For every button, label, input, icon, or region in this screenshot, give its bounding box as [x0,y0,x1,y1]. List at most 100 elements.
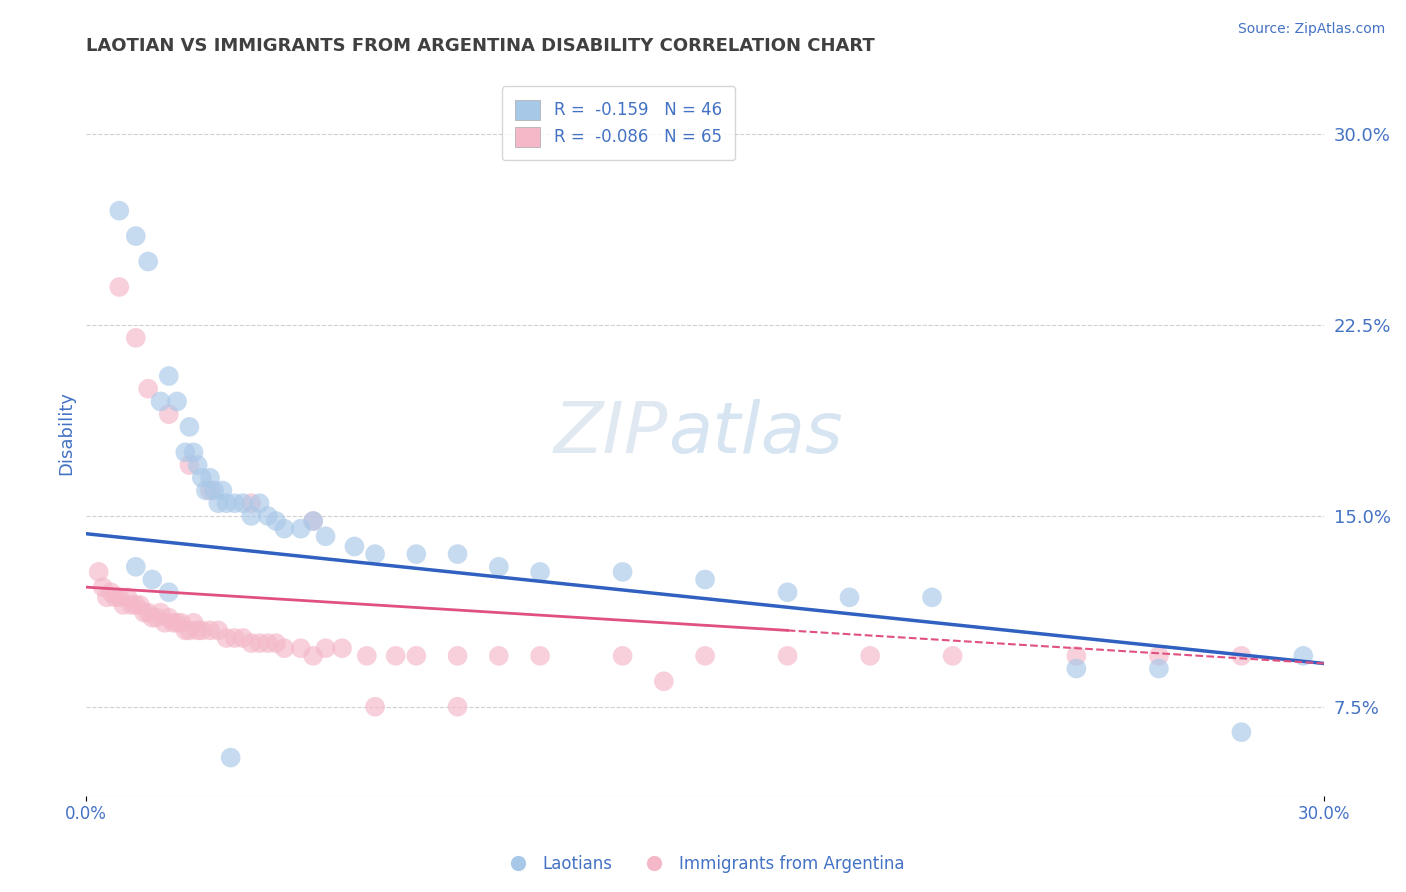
Point [224,631,246,645]
Point [315,529,337,543]
Point [211,483,233,498]
Point [264,636,287,650]
Point [356,648,378,663]
Point [942,648,965,663]
Point [290,641,312,656]
Point [302,514,325,528]
Point [256,636,278,650]
Legend: R =  -0.159   N = 46, R =  -0.086   N = 65: R = -0.159 N = 46, R = -0.086 N = 65 [502,87,735,161]
Point [153,615,176,630]
Point [446,547,468,561]
Point [1147,662,1170,676]
Point [91,580,114,594]
Point [330,641,353,656]
Y-axis label: Disability: Disability [58,392,75,475]
Point [446,699,468,714]
Point [87,565,110,579]
Point [96,591,118,605]
Text: atlas: atlas [668,399,842,467]
Point [108,203,131,218]
Point [488,648,510,663]
Point [343,540,366,554]
Point [108,280,131,294]
Point [198,483,221,498]
Point [174,624,197,638]
Point [112,598,135,612]
Point [207,624,229,638]
Point [240,496,263,510]
Point [315,641,337,656]
Point [921,591,943,605]
Point [405,547,427,561]
Point [232,631,254,645]
Point [219,750,242,764]
Point [157,407,180,421]
Point [125,331,148,345]
Point [838,591,860,605]
Point [183,445,205,459]
Point [162,615,184,630]
Legend: Laotians, Immigrants from Argentina: Laotians, Immigrants from Argentina [495,848,911,880]
Point [1230,725,1253,739]
Point [145,610,167,624]
Point [240,508,263,523]
Point [179,624,201,638]
Point [121,598,143,612]
Point [249,496,271,510]
Point [125,559,148,574]
Point [1147,648,1170,663]
Text: Source: ZipAtlas.com: Source: ZipAtlas.com [1237,22,1385,37]
Point [108,591,131,605]
Point [364,699,387,714]
Point [170,615,193,630]
Point [174,445,197,459]
Point [149,606,172,620]
Point [207,496,229,510]
Point [179,458,201,472]
Text: ZIP: ZIP [554,399,668,467]
Point [191,471,214,485]
Point [273,522,295,536]
Point [693,648,716,663]
Point [612,565,634,579]
Point [125,229,148,244]
Point [215,496,238,510]
Point [290,522,312,536]
Point [100,585,122,599]
Point [364,547,387,561]
Point [198,471,221,485]
Point [117,591,139,605]
Point [529,565,551,579]
Point [240,636,263,650]
Point [187,458,209,472]
Point [191,624,214,638]
Point [132,606,155,620]
Point [136,254,159,268]
Point [249,636,271,650]
Point [157,369,180,384]
Point [776,585,799,599]
Point [859,648,882,663]
Point [693,573,716,587]
Point [384,648,406,663]
Point [776,648,799,663]
Point [1066,662,1088,676]
Point [157,585,180,599]
Point [652,674,675,689]
Point [232,496,254,510]
Point [488,559,510,574]
Point [136,382,159,396]
Point [405,648,427,663]
Point [1066,648,1088,663]
Point [264,514,287,528]
Point [224,496,246,510]
Point [166,615,188,630]
Point [198,624,221,638]
Point [157,610,180,624]
Point [202,483,225,498]
Point [1230,648,1253,663]
Point [1292,648,1315,663]
Point [302,648,325,663]
Point [149,394,172,409]
Point [273,641,295,656]
